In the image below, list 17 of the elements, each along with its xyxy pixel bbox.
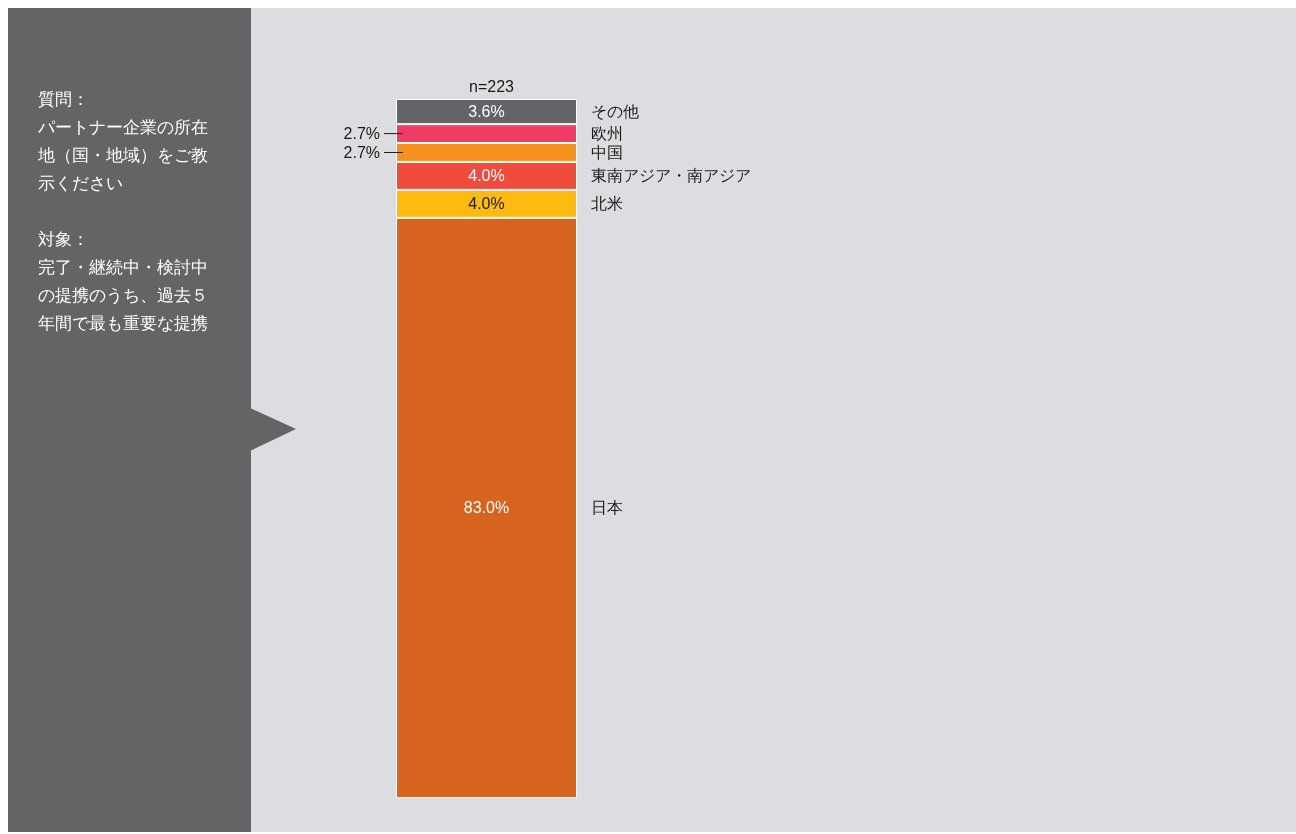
series-label: 北米 xyxy=(591,195,623,213)
series-label: 東南アジア・南アジア xyxy=(591,167,751,185)
series-label: 欧州 xyxy=(591,125,623,143)
text: 質問： xyxy=(38,89,90,111)
text: 完了・継続中・検討中の提携のうち、過去５年間で最も重要な提携 xyxy=(38,257,209,335)
text: パートナー企業の所在地（国・地域）をご教示ください xyxy=(38,117,209,195)
text: 対象： xyxy=(38,229,90,251)
series-label: その他 xyxy=(591,103,639,121)
data-label: 4.0% xyxy=(468,167,505,185)
data-label: 83.0% xyxy=(463,499,510,517)
data-label: 4.0% xyxy=(468,195,505,213)
series-label: 中国 xyxy=(591,143,623,161)
data-label: 2.7% xyxy=(343,125,380,143)
data-label: 3.6% xyxy=(468,103,505,121)
series-label: 日本 xyxy=(591,499,623,517)
data-label: 2.7% xyxy=(343,143,380,161)
chart-subtitle: n=223 xyxy=(469,77,515,95)
